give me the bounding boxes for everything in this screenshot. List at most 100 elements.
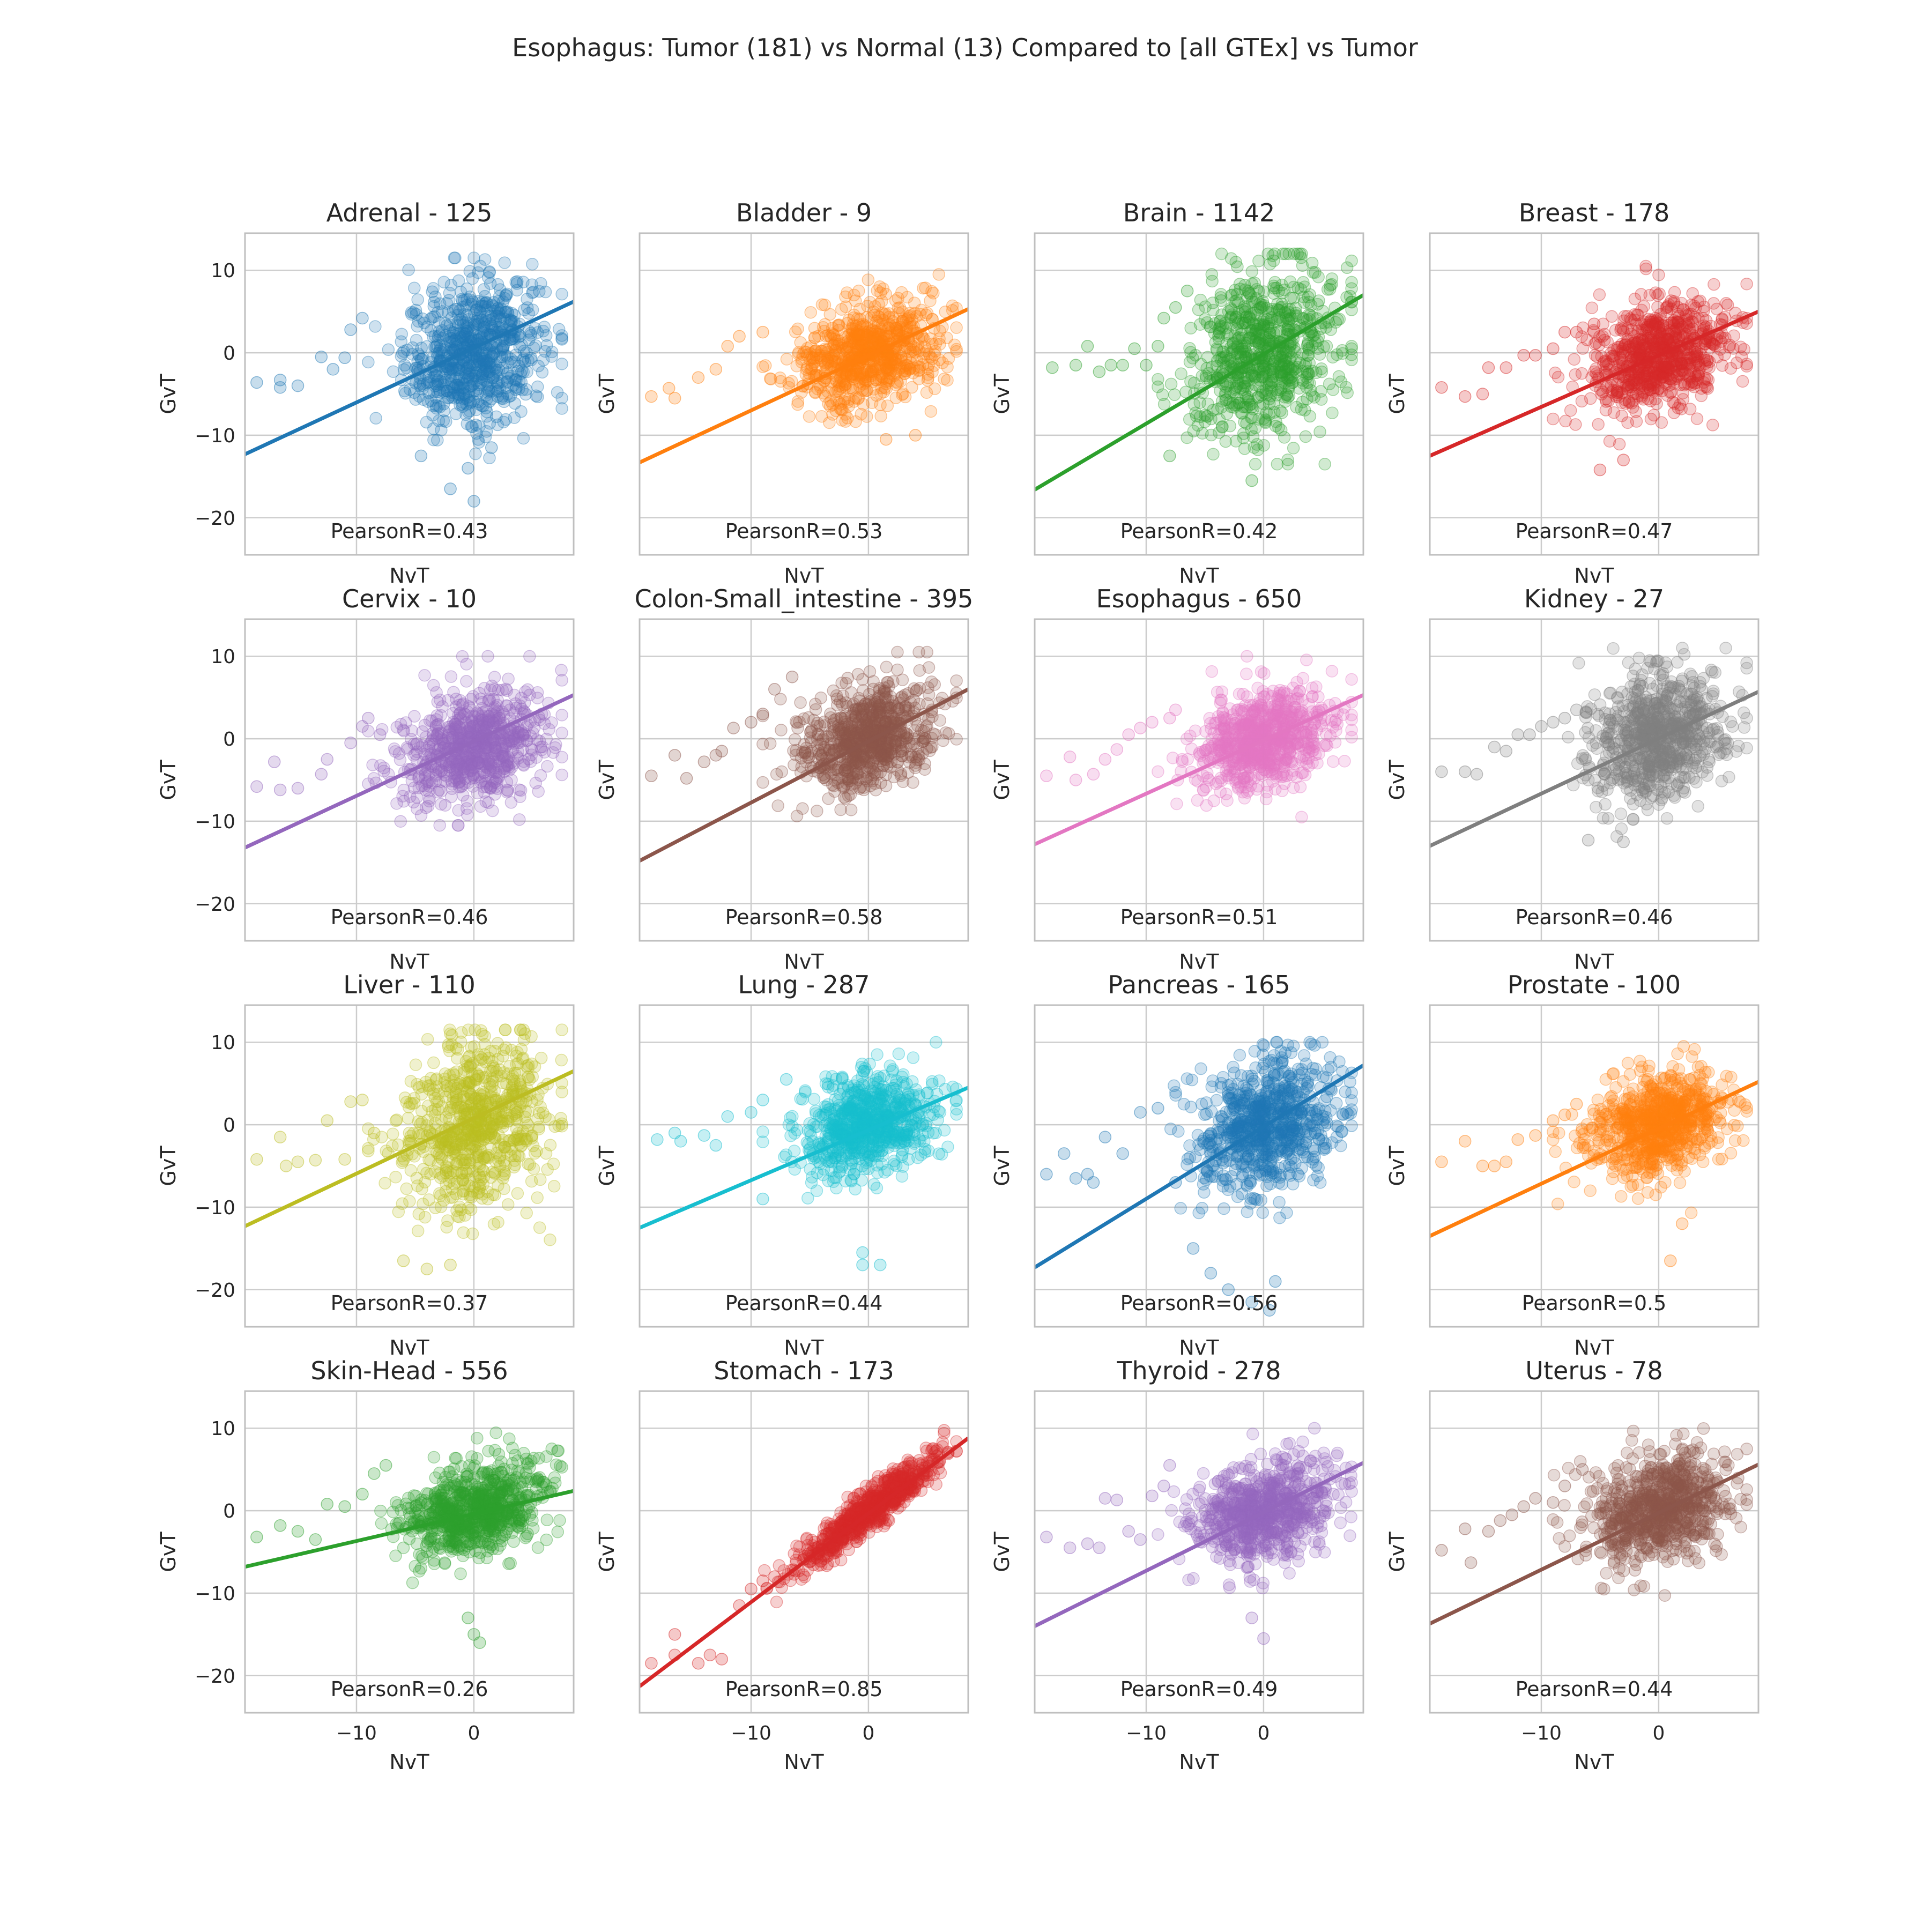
data-point [811,805,823,817]
data-point [499,293,510,304]
outlier-point [1588,318,1600,330]
data-point [798,739,810,750]
data-point [1645,413,1657,425]
data-point [830,690,842,702]
data-point [517,433,529,444]
data-point [855,408,867,420]
data-point [1327,351,1339,363]
data-point [1282,454,1294,466]
data-point [421,321,433,333]
data-point [881,330,893,342]
data-point [501,685,513,696]
y-tick-label: 0 [223,343,235,365]
data-point [1592,419,1604,430]
outlier-point [486,442,498,454]
outlier-point [1164,450,1176,462]
data-point [917,748,929,760]
data-point [1274,354,1286,366]
data-point [486,393,498,405]
data-point [1295,284,1307,295]
data-point [1671,332,1682,344]
data-point [1638,300,1650,312]
outlier-point [1046,362,1058,374]
data-point [514,737,526,748]
data-point [1341,262,1353,273]
data-point [1593,289,1605,301]
data-point [1194,294,1206,306]
data-point [855,704,867,716]
y-axis-label: GvT [157,374,180,414]
data-point [1614,439,1625,450]
data-point [434,820,446,831]
data-point [477,326,489,338]
data-point [855,339,867,351]
data-point [1157,389,1169,400]
data-point [871,315,882,327]
data-point [1341,387,1353,399]
data-point [1669,398,1681,410]
data-point [1175,368,1187,380]
data-point [556,709,568,721]
data-point [484,452,495,464]
data-point [1312,299,1324,310]
data-point [428,434,440,446]
data-point [1720,298,1732,309]
data-point [772,800,784,812]
outlier-point [345,737,357,749]
data-point [504,314,516,325]
subplot-grid: Adrenal - 125PearsonR=0.43−20−10010NvTGv… [157,198,1758,1774]
data-point [1188,398,1200,410]
data-point [1206,269,1218,280]
outlier-point [327,363,339,375]
data-point [453,275,465,287]
data-point [1547,413,1559,425]
data-point [1633,373,1645,384]
data-point [870,784,881,796]
data-point [1202,398,1214,410]
data-point [444,366,456,378]
data-point [1295,252,1307,264]
data-point [525,756,537,768]
data-point [810,698,821,710]
data-point [506,774,517,786]
data-point [510,698,522,710]
outlier-point [251,376,263,388]
data-point [1230,256,1242,268]
data-point [460,328,472,340]
data-point [1301,654,1312,666]
data-point [1316,393,1327,405]
outlier-point [1158,312,1170,324]
data-point [415,342,427,354]
y-axis-label: GvT [990,374,1014,414]
data-point [456,397,468,408]
data-point [524,650,536,662]
data-point [857,673,868,685]
data-point [906,350,918,362]
data-point [487,805,499,816]
data-point [838,791,850,803]
data-point [1277,248,1289,259]
data-point [878,685,890,696]
data-point [951,675,962,687]
data-point [494,733,506,745]
data-point [1698,301,1710,313]
data-point [473,379,485,391]
data-point [791,810,803,822]
data-point [502,673,514,685]
data-point [452,820,464,831]
data-point [492,705,503,717]
outlier-point [1477,388,1489,400]
data-point [556,674,568,686]
scatter-points [1436,261,1753,476]
data-point [1208,328,1220,339]
outlier-point [1093,366,1105,377]
data-point [757,738,769,750]
data-point [1707,419,1719,431]
outlier-point [681,772,693,784]
outlier-point [1518,350,1530,361]
data-point [1719,349,1731,361]
subplot-panel: Adrenal - 125PearsonR=0.43−20−10010NvTGv… [157,198,574,588]
data-point [1671,355,1683,367]
